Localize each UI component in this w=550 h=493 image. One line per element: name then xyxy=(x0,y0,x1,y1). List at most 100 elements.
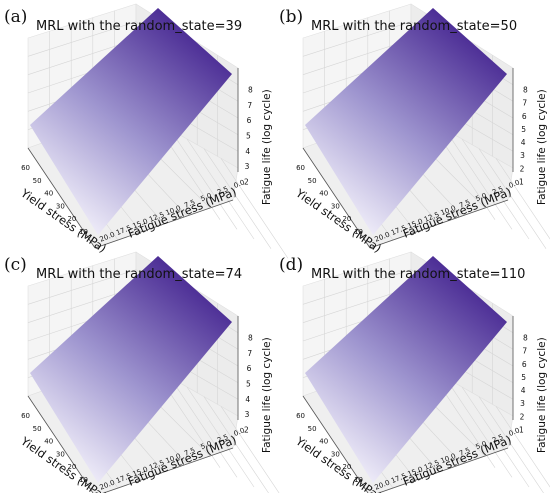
panel-label: (a) xyxy=(4,7,27,27)
x-tick-label: 60 xyxy=(296,412,305,420)
z-tick-label: 4 xyxy=(521,138,526,147)
x-tick-label: 20 xyxy=(67,215,76,223)
x-tick-label: 50 xyxy=(33,425,42,433)
chart-title: MRL with the random_state=74 xyxy=(36,267,242,282)
surface-plane xyxy=(305,256,507,483)
z-axis-label: Fatigue life (log cycle) xyxy=(536,337,548,453)
y-tick-label: 2.5 xyxy=(216,185,229,197)
z-tick-label: 6 xyxy=(247,364,252,373)
y-tick-label: 5.0 xyxy=(200,192,213,204)
z-tick-label: 2 xyxy=(520,164,525,173)
grid-line-floor xyxy=(169,129,238,230)
z-tick-label: 1 xyxy=(519,426,524,435)
z-tick-label: 7 xyxy=(522,99,527,108)
z-tick-label: 2 xyxy=(244,426,249,435)
y-tick-label: 0.0 xyxy=(233,426,246,438)
grid-line-floor xyxy=(478,148,547,249)
chart-panel-3: (c) MRL with the random_state=74102030405… xyxy=(4,251,280,493)
y-tick-label: 7.5 xyxy=(458,446,471,458)
grid-line-floor xyxy=(169,377,238,478)
z-tick-label: 7 xyxy=(247,101,252,110)
x-tick-label: 60 xyxy=(21,164,30,172)
grid-line-floor xyxy=(444,377,513,478)
y-tick-label: 0.0 xyxy=(508,426,521,438)
surface-plane xyxy=(30,8,232,235)
grid-line-floor xyxy=(495,158,550,240)
axis-line-fatigue-stress xyxy=(94,199,234,249)
z-tick-label: 8 xyxy=(248,86,253,95)
x-tick-label: 40 xyxy=(44,438,53,446)
z-tick-label: 8 xyxy=(523,334,528,343)
z-axis-label: Fatigue life (log cycle) xyxy=(261,89,273,205)
x-tick-label: 30 xyxy=(331,202,340,210)
x-tick-label: 10 xyxy=(354,476,363,484)
y-tick-label: 7.5 xyxy=(183,446,196,458)
z-tick-label: 3 xyxy=(245,410,250,419)
z-tick-label: 8 xyxy=(523,86,528,95)
x-tick-label: 10 xyxy=(79,476,88,484)
chart-panel-1: (a) MRL with the random_state=39102030405… xyxy=(4,3,289,259)
z-tick-label: 2 xyxy=(244,178,249,187)
y-tick-label: 5.0 xyxy=(475,440,488,452)
x-tick-label: 30 xyxy=(56,202,65,210)
grid-line-floor xyxy=(203,148,272,249)
z-tick-label: 6 xyxy=(247,116,252,125)
axis-line-yield-stress xyxy=(302,395,369,493)
grid-line-floor xyxy=(186,386,255,488)
axis-line-fatigue-stress xyxy=(102,447,234,493)
z-tick-label: 4 xyxy=(245,395,250,404)
grid-line-floor xyxy=(461,386,530,488)
y-tick-label: 7.5 xyxy=(183,198,196,210)
grid-line-floor xyxy=(220,406,280,493)
y-tick-label: 7.5 xyxy=(458,198,471,210)
z-tick-label: 7 xyxy=(247,349,252,358)
panel-label: (b) xyxy=(279,7,303,27)
surface-plane xyxy=(305,8,507,235)
grid-line-floor xyxy=(478,396,544,493)
chart-title: MRL with the random_state=110 xyxy=(311,267,525,282)
x-tick-label: 20 xyxy=(342,463,351,471)
y-tick-label: 5.0 xyxy=(200,440,213,452)
z-tick-label: 5 xyxy=(246,380,251,389)
x-tick-label: 20 xyxy=(67,463,76,471)
z-tick-label: 6 xyxy=(522,360,527,369)
x-tick-label: 40 xyxy=(44,190,53,198)
surface-plane xyxy=(30,256,232,483)
x-tick-label: 30 xyxy=(331,450,340,458)
x-tick-label: 60 xyxy=(296,164,305,172)
axis-line-yield-stress xyxy=(302,147,371,249)
chart-panel-2: (b) MRL with the random_state=50102030405… xyxy=(279,3,550,255)
z-tick-label: 5 xyxy=(246,132,251,141)
z-axis-label: Fatigue life (log cycle) xyxy=(536,89,548,205)
grid-line-floor xyxy=(220,158,289,259)
grid-line-floor xyxy=(444,129,513,230)
z-tick-label: 3 xyxy=(520,151,525,160)
axis-line-yield-stress xyxy=(27,147,96,249)
panel-label: (c) xyxy=(4,255,27,275)
x-tick-label: 20 xyxy=(342,215,351,223)
axis-line-yield-stress xyxy=(27,395,94,493)
x-tick-label: 50 xyxy=(308,177,317,185)
grid-line-floor xyxy=(203,396,269,493)
z-tick-label: 4 xyxy=(521,386,526,395)
z-axis-label: Fatigue life (log cycle) xyxy=(261,337,273,453)
z-tick-label: 7 xyxy=(522,347,527,356)
chart-title: MRL with the random_state=39 xyxy=(36,19,242,34)
axis-line-fatigue-stress xyxy=(377,447,509,493)
x-tick-label: 50 xyxy=(33,177,42,185)
x-tick-label: 60 xyxy=(21,412,30,420)
z-tick-label: 3 xyxy=(245,162,250,171)
y-tick-label: 0.0 xyxy=(233,178,246,190)
chart-title: MRL with the random_state=50 xyxy=(311,19,517,34)
x-tick-label: 30 xyxy=(56,450,65,458)
grid-line-floor xyxy=(495,406,550,488)
x-tick-label: 40 xyxy=(319,190,328,198)
panel-label: (d) xyxy=(279,255,303,275)
y-tick-label: 2.5 xyxy=(216,433,229,445)
y-tick-label: 5.0 xyxy=(475,192,488,204)
z-tick-label: 1 xyxy=(519,178,524,187)
grid-line-floor xyxy=(186,138,255,240)
grid-line-floor xyxy=(461,138,530,240)
